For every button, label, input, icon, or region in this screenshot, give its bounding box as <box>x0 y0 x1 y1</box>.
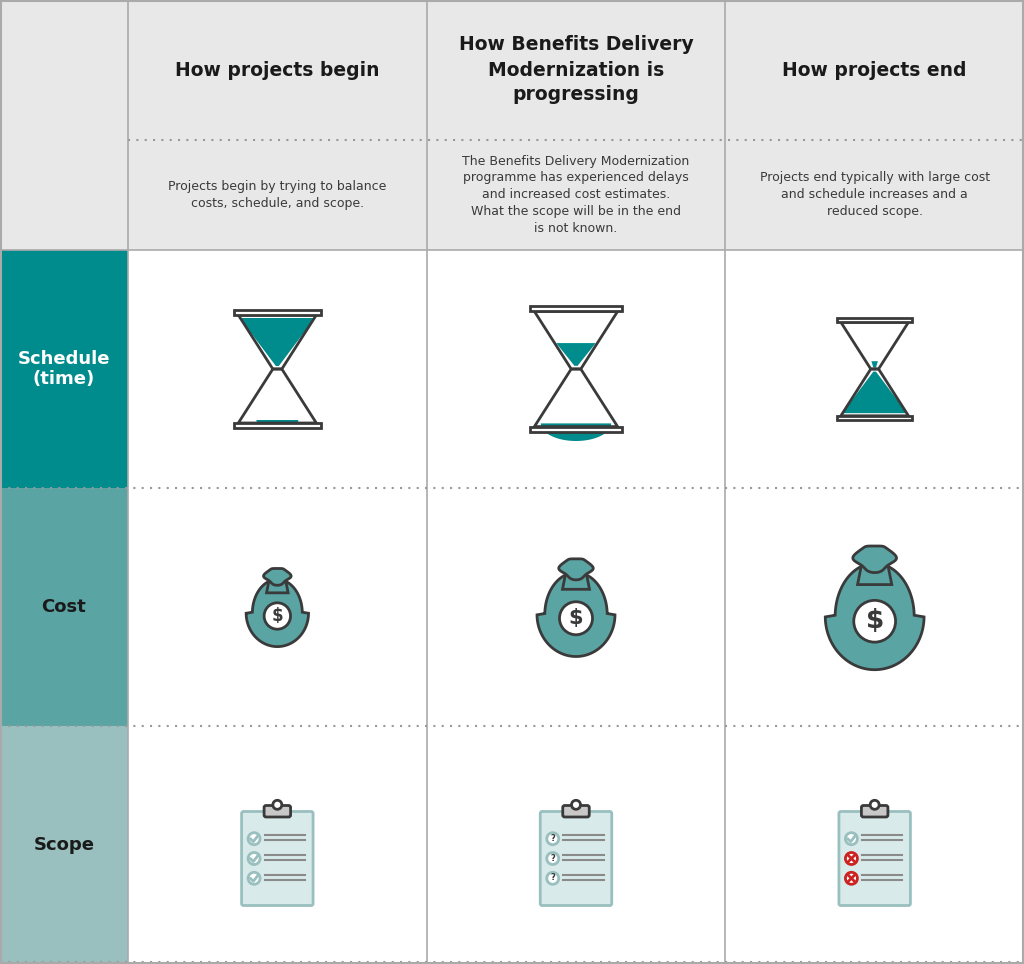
Polygon shape <box>841 369 908 415</box>
Text: How Benefits Delivery
Modernization is
progressing: How Benefits Delivery Modernization is p… <box>459 36 693 104</box>
Bar <box>233 423 321 428</box>
Text: $: $ <box>865 608 884 634</box>
FancyBboxPatch shape <box>242 812 313 905</box>
Polygon shape <box>263 569 291 585</box>
Polygon shape <box>556 343 596 365</box>
Text: Schedule
(time): Schedule (time) <box>17 350 111 388</box>
Circle shape <box>846 872 857 884</box>
Bar <box>0 250 128 488</box>
Bar <box>837 318 912 322</box>
Polygon shape <box>537 573 615 656</box>
Text: The Benefits Delivery Modernization
programme has experienced delays
and increas: The Benefits Delivery Modernization prog… <box>463 154 689 235</box>
Circle shape <box>854 601 896 642</box>
Text: How projects begin: How projects begin <box>175 61 380 79</box>
Polygon shape <box>871 362 878 367</box>
Text: Projects begin by trying to balance
costs, schedule, and scope.: Projects begin by trying to balance cost… <box>168 180 386 210</box>
Circle shape <box>870 800 880 810</box>
Polygon shape <box>239 315 316 369</box>
Text: ?: ? <box>550 873 555 882</box>
Polygon shape <box>246 579 308 647</box>
Bar <box>0 0 1024 250</box>
Circle shape <box>846 833 857 844</box>
Text: Scope: Scope <box>34 836 94 854</box>
Text: ?: ? <box>550 854 555 863</box>
Circle shape <box>248 872 260 884</box>
Circle shape <box>547 872 559 884</box>
FancyBboxPatch shape <box>563 806 589 817</box>
Text: Projects end typically with large cost
and schedule increases and a
reduced scop: Projects end typically with large cost a… <box>760 172 990 219</box>
Text: $: $ <box>271 607 284 625</box>
Polygon shape <box>842 371 907 414</box>
Circle shape <box>248 852 260 865</box>
Circle shape <box>248 833 260 844</box>
Circle shape <box>846 852 857 865</box>
Text: $: $ <box>568 608 584 629</box>
FancyBboxPatch shape <box>861 806 888 817</box>
Polygon shape <box>841 322 908 369</box>
Circle shape <box>559 602 593 634</box>
Circle shape <box>272 800 282 810</box>
Polygon shape <box>857 566 892 584</box>
Polygon shape <box>535 311 617 369</box>
Polygon shape <box>266 581 288 593</box>
Text: How projects end: How projects end <box>782 61 967 79</box>
Polygon shape <box>256 420 298 429</box>
Bar <box>0 726 128 964</box>
Polygon shape <box>562 575 590 589</box>
Circle shape <box>547 833 559 844</box>
Polygon shape <box>240 318 314 366</box>
Bar <box>529 306 623 311</box>
Polygon shape <box>853 546 897 573</box>
Text: Cost: Cost <box>42 598 86 616</box>
Polygon shape <box>541 423 611 441</box>
Circle shape <box>264 602 291 629</box>
Polygon shape <box>559 559 593 579</box>
Polygon shape <box>535 369 617 427</box>
Bar <box>233 309 321 315</box>
Circle shape <box>571 800 581 810</box>
Circle shape <box>547 852 559 865</box>
Bar <box>837 415 912 420</box>
Polygon shape <box>239 369 316 423</box>
Bar <box>0 488 128 726</box>
FancyBboxPatch shape <box>541 812 611 905</box>
FancyBboxPatch shape <box>264 806 291 817</box>
Text: ?: ? <box>550 834 555 843</box>
Bar <box>529 427 623 432</box>
FancyBboxPatch shape <box>839 812 910 905</box>
Polygon shape <box>825 563 924 670</box>
